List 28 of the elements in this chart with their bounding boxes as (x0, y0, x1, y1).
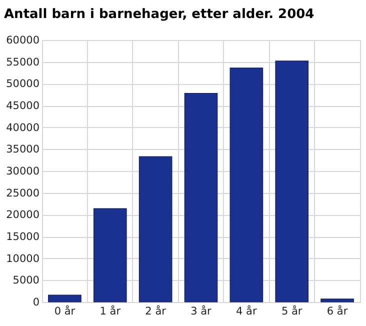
bar (230, 68, 264, 302)
y-tick-label: 55000 (6, 56, 40, 68)
bar (93, 208, 127, 302)
x-tick-label: 4 år (236, 304, 258, 318)
bar (138, 156, 172, 302)
y-tick-label: 25000 (6, 187, 40, 200)
x-tick-label: 0 år (54, 304, 76, 318)
bar (48, 294, 82, 302)
y-tick-label: 35000 (6, 144, 40, 156)
x-tick-label: 2 år (145, 304, 167, 318)
y-tick-label: 45000 (6, 100, 40, 112)
y-tick-label: 40000 (6, 122, 40, 134)
bar (275, 60, 309, 302)
y-tick-label: 10000 (6, 252, 40, 265)
y-tick-label: 5000 (12, 274, 40, 287)
y-tick-label: 30000 (6, 166, 40, 178)
x-tick-label: 1 år (100, 304, 122, 318)
x-tick-label: 3 år (190, 304, 212, 318)
y-tick-label: 20000 (6, 209, 40, 222)
y-tick-label: 15000 (6, 231, 40, 243)
x-tick-label: 5 år (281, 304, 303, 318)
y-tick-label: 50000 (6, 78, 40, 90)
y-tick-label: 60000 (6, 34, 40, 46)
chart-title: Antall barn i barnehager, etter alder. 2004 (4, 7, 314, 22)
y-tick-label: 0 (32, 296, 40, 308)
bar (320, 298, 354, 302)
x-tick-label: 6 år (326, 304, 348, 318)
bar (184, 92, 218, 302)
